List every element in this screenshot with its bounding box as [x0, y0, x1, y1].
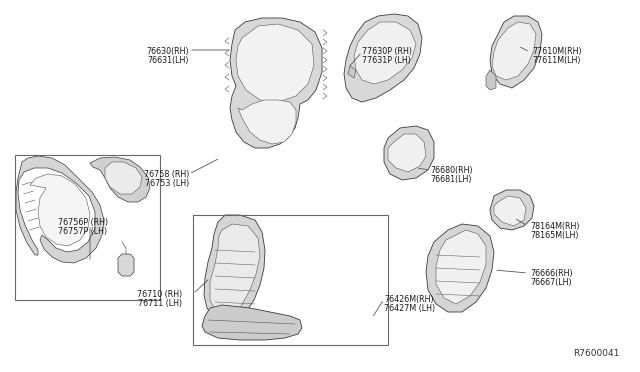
Polygon shape: [388, 134, 426, 172]
Bar: [193, 215, 388, 345]
Text: 78165M(LH): 78165M(LH): [530, 231, 579, 240]
Polygon shape: [238, 100, 296, 144]
Polygon shape: [230, 18, 322, 148]
Bar: [15, 155, 160, 300]
Polygon shape: [236, 24, 314, 102]
Polygon shape: [118, 254, 134, 276]
Text: 76680(RH): 76680(RH): [430, 166, 472, 175]
Text: 77610M(RH): 77610M(RH): [532, 47, 582, 56]
Polygon shape: [486, 70, 496, 90]
Polygon shape: [490, 16, 542, 88]
Text: 77630P (RH): 77630P (RH): [362, 47, 412, 56]
Text: 77611M(LH): 77611M(LH): [532, 56, 580, 65]
Polygon shape: [490, 190, 534, 230]
Polygon shape: [492, 22, 536, 80]
Polygon shape: [16, 156, 104, 263]
Text: 76681(LH): 76681(LH): [430, 175, 472, 184]
Polygon shape: [348, 66, 356, 78]
Polygon shape: [202, 305, 302, 340]
Polygon shape: [210, 224, 260, 316]
Text: 76711 (LH): 76711 (LH): [138, 299, 182, 308]
Polygon shape: [494, 196, 526, 226]
Polygon shape: [105, 162, 142, 194]
Text: 76756P (RH): 76756P (RH): [58, 218, 108, 227]
Polygon shape: [426, 224, 494, 312]
Polygon shape: [90, 157, 150, 202]
Text: 78164M(RH): 78164M(RH): [530, 222, 579, 231]
Polygon shape: [384, 126, 434, 180]
Text: 76753 (LH): 76753 (LH): [145, 179, 189, 188]
Text: 76426M(RH): 76426M(RH): [384, 295, 434, 304]
Text: 76710 (RH): 76710 (RH): [137, 290, 182, 299]
Text: 76666(RH): 76666(RH): [530, 269, 573, 278]
Polygon shape: [204, 215, 265, 322]
Text: 77631P (LH): 77631P (LH): [362, 56, 411, 65]
Text: 76758 (RH): 76758 (RH): [143, 170, 189, 179]
Text: 76630(RH): 76630(RH): [147, 47, 189, 56]
Polygon shape: [344, 14, 422, 102]
Text: 76631(LH): 76631(LH): [147, 56, 189, 65]
Text: 76667(LH): 76667(LH): [530, 278, 572, 287]
Text: R7600041: R7600041: [573, 349, 620, 358]
Text: 76427M (LH): 76427M (LH): [384, 304, 435, 313]
Polygon shape: [436, 230, 486, 304]
Polygon shape: [30, 174, 90, 246]
Polygon shape: [354, 22, 416, 84]
Text: 76757P (LH): 76757P (LH): [58, 227, 107, 236]
